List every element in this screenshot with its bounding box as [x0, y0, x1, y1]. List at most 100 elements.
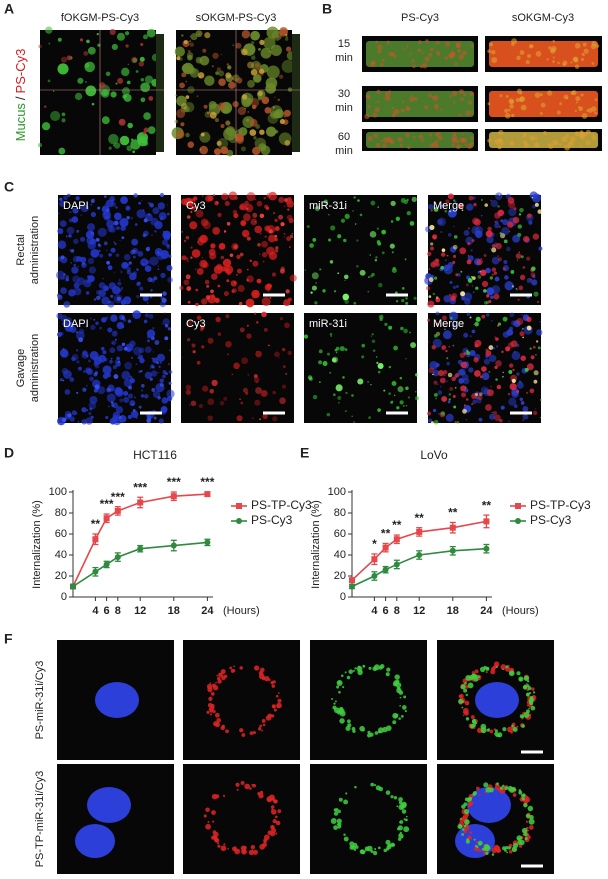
texture-dot — [518, 251, 521, 254]
texture-dot — [253, 377, 260, 383]
texture-dot — [466, 361, 469, 363]
texture-dot — [516, 390, 519, 393]
vesicle — [336, 818, 342, 824]
texture-dot — [166, 212, 170, 216]
channel-label: miR-31i — [309, 318, 347, 330]
texture-dot — [405, 405, 408, 407]
texture-dot — [186, 286, 192, 291]
texture-dot — [184, 197, 193, 207]
texture-dot — [113, 272, 116, 274]
label-part: Mucus — [13, 103, 28, 142]
texture-dot — [468, 367, 474, 373]
micrograph — [171, 26, 296, 157]
vesicle — [478, 849, 482, 852]
texture-dot — [253, 374, 258, 379]
texture-dot — [333, 393, 336, 397]
texture-dot — [189, 40, 192, 43]
vesicle — [266, 797, 271, 802]
texture-dot — [181, 34, 184, 37]
texture-dot — [133, 346, 142, 356]
texture-dot — [431, 96, 435, 100]
vesicle — [354, 785, 357, 789]
texture-dot — [86, 354, 89, 358]
texture-dot — [140, 42, 144, 47]
texture-dot — [470, 249, 473, 252]
texture-dot — [233, 244, 238, 250]
texture-dot — [174, 119, 178, 124]
texture-dot — [402, 404, 405, 408]
texture-dot — [57, 332, 63, 338]
texture-dot — [283, 198, 289, 203]
texture-dot — [465, 236, 474, 245]
texture-dot — [65, 235, 68, 238]
vesicle — [399, 820, 404, 824]
vesicle — [398, 801, 403, 805]
texture-dot — [81, 351, 89, 359]
texture-dot — [312, 238, 317, 242]
nucleus — [455, 824, 495, 858]
texture-dot — [259, 213, 265, 219]
texture-dot — [410, 342, 417, 348]
y-tick-label: 60 — [55, 528, 67, 540]
x-tick-label: 6 — [383, 605, 389, 617]
texture-dot — [121, 342, 126, 347]
texture-dot — [196, 360, 201, 365]
texture-dot — [61, 276, 66, 280]
texture-dot — [335, 351, 338, 354]
texture-dot — [477, 394, 483, 401]
micrograph — [310, 640, 427, 760]
texture-dot — [372, 112, 378, 118]
texture-dot — [87, 240, 97, 250]
texture-dot — [285, 372, 288, 375]
texture-dot — [468, 195, 474, 201]
texture-dot — [452, 344, 455, 347]
vesicle — [227, 847, 229, 850]
texture-dot — [506, 246, 511, 252]
texture-dot — [211, 273, 218, 280]
texture-dot — [575, 96, 581, 102]
vesicle — [236, 788, 239, 791]
vesicle — [271, 797, 275, 801]
texture-dot — [146, 418, 152, 424]
texture-dot — [283, 299, 291, 307]
texture-dot — [436, 322, 439, 326]
texture-dot — [430, 274, 434, 279]
texture-dot — [250, 98, 260, 107]
vesicle — [215, 722, 221, 728]
legend-marker — [515, 518, 521, 524]
texture-dot — [483, 254, 487, 257]
vesicle — [519, 839, 525, 846]
texture-dot — [157, 202, 166, 210]
texture-dot — [247, 268, 249, 271]
texture-dot — [281, 347, 286, 352]
texture-dot — [226, 279, 230, 283]
texture-dot — [71, 354, 79, 361]
slab — [487, 38, 600, 69]
texture-dot — [254, 399, 261, 406]
texture-dot — [72, 255, 80, 263]
texture-dot — [427, 300, 435, 308]
texture-dot — [168, 363, 170, 365]
vesicle — [262, 723, 266, 727]
texture-dot — [427, 93, 433, 98]
texture-dot — [552, 139, 558, 146]
texture-dot — [526, 256, 531, 261]
legend-label: PS-Cy3 — [251, 513, 293, 527]
texture-dot — [98, 289, 106, 297]
vesicle — [337, 809, 341, 814]
texture-dot — [62, 379, 65, 382]
texture-dot — [456, 421, 460, 424]
vesicle — [386, 667, 391, 672]
texture-dot — [167, 277, 173, 283]
vesicle — [473, 838, 476, 841]
texture-dot — [574, 64, 580, 69]
texture-dot — [460, 138, 466, 144]
texture-dot — [217, 284, 221, 288]
texture-dot — [79, 236, 86, 242]
texture-dot — [185, 274, 191, 280]
texture-dot — [454, 62, 458, 66]
x-tick-label: 24 — [201, 605, 214, 617]
texture-dot — [85, 81, 87, 83]
vesicle — [526, 694, 529, 697]
vesicle — [394, 674, 400, 680]
